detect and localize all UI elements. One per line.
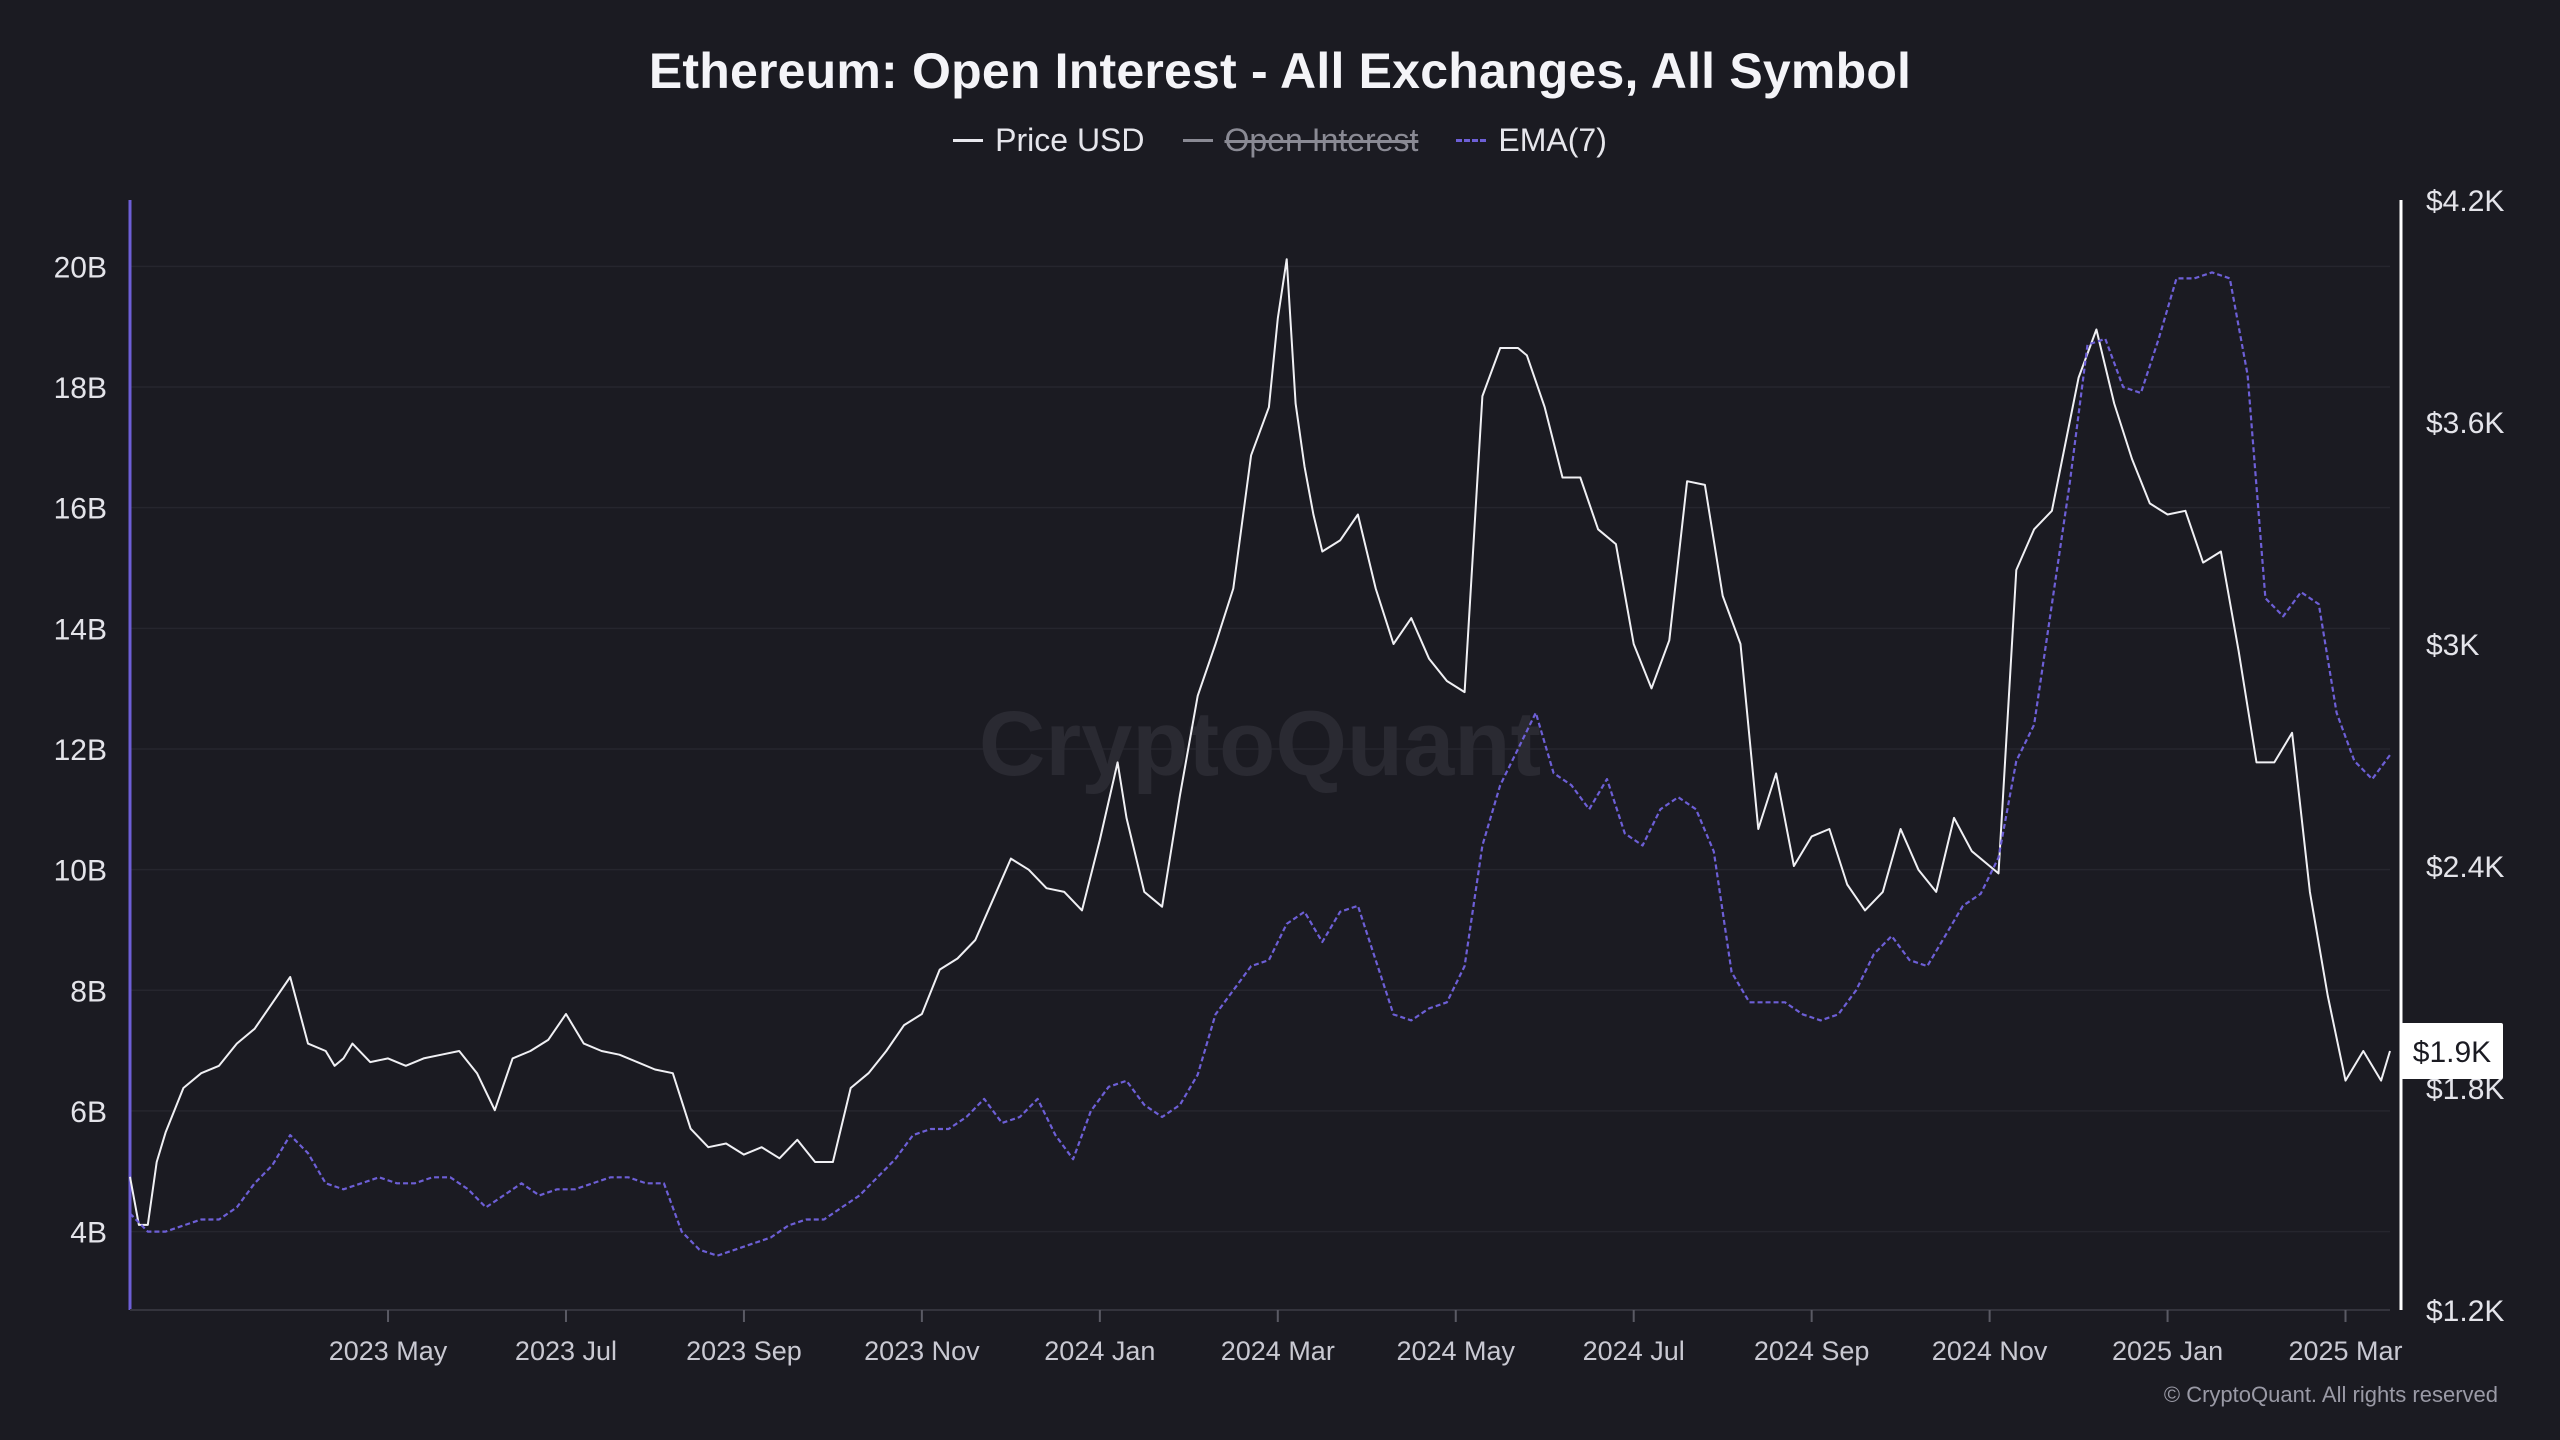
legend-swatch-open-interest [1182, 139, 1213, 142]
left-axis: 4B 6B 8B 10B 12B 14B 16B 18B 20B [54, 200, 132, 1310]
grid-lines [130, 265, 2390, 1233]
right-tick-label: $4.2K [2426, 185, 2504, 218]
x-tick-label: 2024 Nov [1932, 1336, 2048, 1366]
x-tick-label: 2025 Jan [2112, 1336, 2223, 1366]
current-price-badge: $1.9K [2401, 1023, 2503, 1079]
x-tick-label: 2024 Jan [1044, 1336, 1155, 1366]
right-axis: $1.2K$1.8K$2.4K$3K$3.6K$4.2K [2399, 185, 2504, 1328]
legend-item-price[interactable]: Price USD [953, 122, 1145, 159]
left-tick-label: 8B [70, 975, 107, 1008]
legend-item-ema[interactable]: EMA(7) [1456, 122, 1607, 159]
left-tick-label: 12B [54, 734, 107, 767]
x-tick-label: 2024 May [1396, 1336, 1515, 1366]
legend-swatch-price [953, 139, 984, 142]
left-tick-label: 16B [54, 493, 107, 526]
right-tick-label: $2.4K [2426, 851, 2504, 884]
ema-series-line [129, 271, 2391, 1257]
current-price-label: $1.9K [2413, 1036, 2491, 1069]
left-tick-label: 10B [54, 855, 107, 888]
left-tick-label: 20B [54, 251, 107, 284]
right-tick-label: $3K [2426, 629, 2479, 662]
legend-label-ema: EMA(7) [1498, 122, 1607, 158]
x-tick-label: 2024 Jul [1583, 1336, 1685, 1366]
x-tick-label: 2023 Sep [686, 1336, 802, 1366]
x-axis: 2023 May 2023 Jul 2023 Sep 2023 Nov 2024 Jan… [130, 1309, 2403, 1366]
left-tick-label: 18B [54, 372, 107, 405]
right-tick-label: $1.2K [2426, 1295, 2504, 1328]
x-tick-label: 2025 Mar [2288, 1336, 2402, 1366]
x-tick-label: 2023 May [329, 1336, 448, 1366]
legend-label-open-interest: Open Interest [1224, 122, 1419, 158]
left-tick-label: 4B [70, 1217, 107, 1250]
x-tick-label: 2024 Sep [1754, 1336, 1870, 1366]
price-series-line [129, 258, 2391, 1226]
left-tick-label: 14B [54, 613, 107, 646]
copyright-text: © CryptoQuant. All rights reserved [2163, 1382, 2498, 1407]
legend-item-open-interest[interactable]: Open Interest [1182, 122, 1419, 159]
chart-title: Ethereum: Open Interest - All Exchanges,… [648, 43, 1912, 99]
legend-swatch-ema [1456, 139, 1487, 142]
series-layer [129, 258, 2391, 1257]
x-tick-label: 2023 Jul [515, 1336, 617, 1366]
x-tick-label: 2023 Nov [864, 1336, 980, 1366]
legend: Price USD Open Interest EMA(7) [0, 122, 2560, 159]
watermark: CryptoQuant [979, 693, 1541, 795]
left-tick-label: 6B [70, 1096, 107, 1129]
legend-label-price: Price USD [995, 122, 1145, 158]
x-tick-label: 2024 Mar [1221, 1336, 1335, 1366]
right-tick-label: $3.6K [2426, 407, 2504, 440]
current-price-badge-bg [2401, 1023, 2503, 1079]
